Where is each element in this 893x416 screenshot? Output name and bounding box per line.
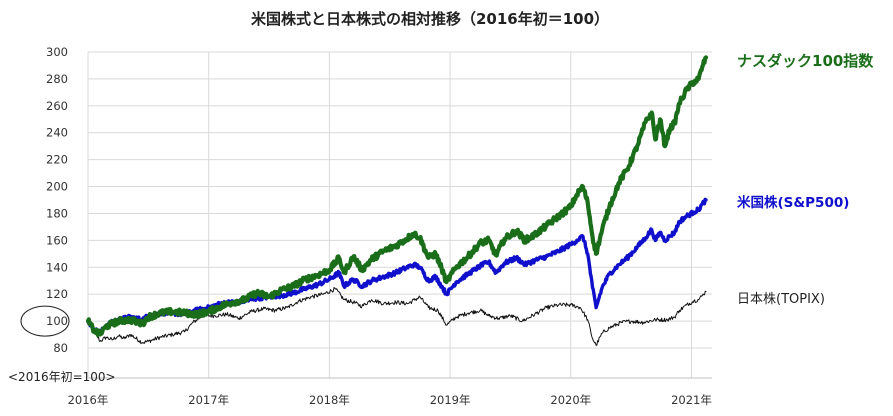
y-tick-label: 200 xyxy=(46,180,68,194)
x-tick-label: 2017年 xyxy=(188,393,229,407)
x-tick-label: 2019年 xyxy=(430,393,471,407)
series-label-2: 日本株(TOPIX) xyxy=(737,292,825,307)
series-label-0: ナスダック100指数 xyxy=(737,52,874,70)
series-label-1: 米国株(S&P500) xyxy=(737,194,849,211)
series-line-2 xyxy=(87,287,707,346)
x-tick-label: 2016年 xyxy=(68,393,109,407)
base-100-highlight-ellipse xyxy=(20,305,70,337)
chart-title: 米国株式と日本株式の相対推移（2016年初＝100） xyxy=(251,10,609,28)
grid-lines xyxy=(87,51,712,379)
y-tick-label: 140 xyxy=(46,260,68,274)
y-axis-ticks: 80 100 120 140 160 180 200 220 240 260 280 300 xyxy=(46,45,68,355)
y-tick-label: 100 xyxy=(46,314,68,328)
y-tick-label: 280 xyxy=(46,72,68,86)
series-lines xyxy=(85,55,709,346)
y-tick-label: 80 xyxy=(53,341,68,355)
x-tick-label: 2020年 xyxy=(550,393,591,407)
base-note: <2016年初=100> xyxy=(8,370,116,384)
x-axis-ticks: 2016年 2017年 2018年 2019年 2020年 2021年 xyxy=(68,393,712,407)
y-tick-label: 300 xyxy=(46,45,68,59)
y-tick-label: 240 xyxy=(46,126,68,140)
x-tick-label: 2021年 xyxy=(671,393,712,407)
y-tick-label: 220 xyxy=(46,153,68,167)
y-tick-label: 180 xyxy=(46,206,68,220)
series-line-0 xyxy=(85,55,709,338)
y-tick-label: 260 xyxy=(46,99,68,113)
x-tick-label: 2018年 xyxy=(309,393,350,407)
y-tick-label: 160 xyxy=(46,233,68,247)
y-tick-label: 120 xyxy=(46,287,68,301)
